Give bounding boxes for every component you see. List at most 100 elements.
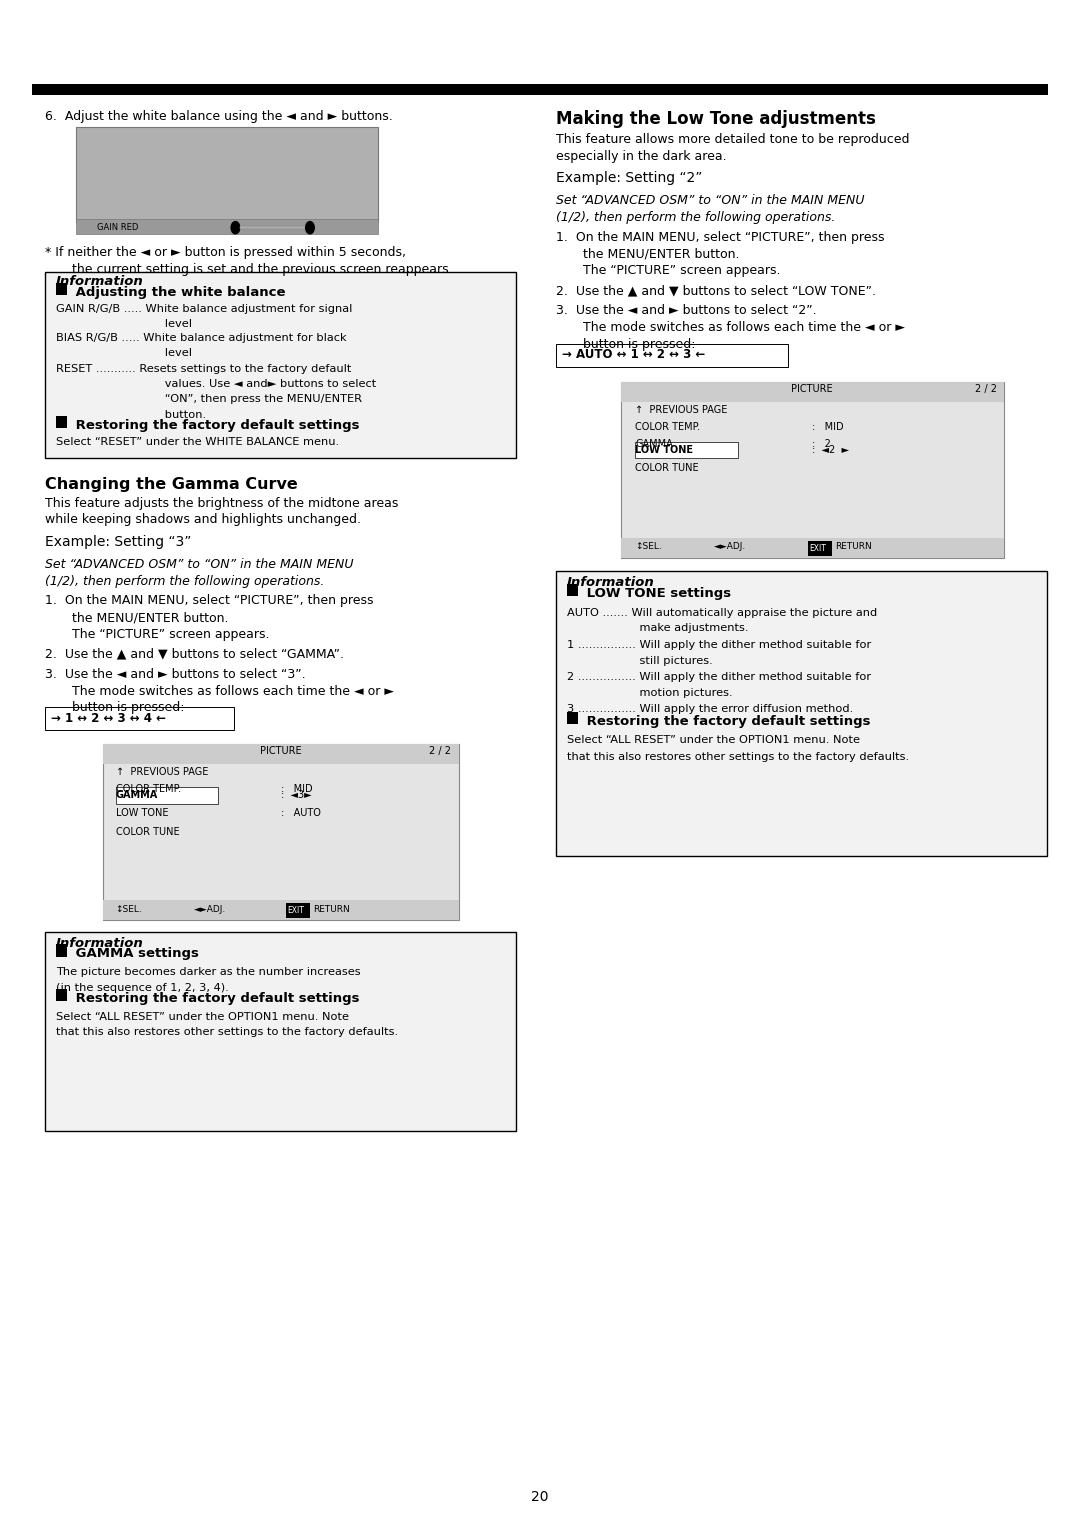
Bar xyxy=(76,219,378,234)
Text: Select “RESET” under the WHITE BALANCE menu.: Select “RESET” under the WHITE BALANCE m… xyxy=(56,437,339,448)
Text: that this also restores other settings to the factory defaults.: that this also restores other settings t… xyxy=(56,1027,399,1038)
Bar xyxy=(635,442,738,458)
Circle shape xyxy=(231,222,240,234)
Text: values. Use ◄ and► buttons to select: values. Use ◄ and► buttons to select xyxy=(56,379,377,390)
FancyBboxPatch shape xyxy=(556,571,1047,856)
Text: 1 ................ Will apply the dither method suitable for: 1 ................ Will apply the dither… xyxy=(567,640,872,651)
Text: The “PICTURE” screen appears.: The “PICTURE” screen appears. xyxy=(72,628,270,642)
FancyBboxPatch shape xyxy=(103,744,459,920)
Bar xyxy=(621,538,1004,558)
Text: GAMMA: GAMMA xyxy=(635,439,673,449)
Text: ↕SEL.: ↕SEL. xyxy=(116,905,143,914)
Text: still pictures.: still pictures. xyxy=(567,656,713,666)
Text: This feature adjusts the brightness of the midtone areas: This feature adjusts the brightness of t… xyxy=(45,497,399,510)
Bar xyxy=(56,944,67,957)
Text: :   2: : 2 xyxy=(812,439,831,449)
Text: level: level xyxy=(56,319,192,330)
Text: (1/2), then perform the following operations.: (1/2), then perform the following operat… xyxy=(45,575,325,588)
Text: 3 ................ Will apply the error diffusion method.: 3 ................ Will apply the error … xyxy=(567,704,853,715)
Text: The mode switches as follows each time the ◄ or ►: The mode switches as follows each time t… xyxy=(583,321,905,335)
Circle shape xyxy=(306,222,314,234)
FancyBboxPatch shape xyxy=(45,272,516,458)
Text: Information: Information xyxy=(56,275,144,289)
Text: that this also restores other settings to the factory defaults.: that this also restores other settings t… xyxy=(567,752,909,762)
Text: PICTURE: PICTURE xyxy=(260,746,301,756)
Text: Making the Low Tone adjustments: Making the Low Tone adjustments xyxy=(556,110,876,128)
Text: RETURN: RETURN xyxy=(313,905,350,914)
Text: → 1 ↔ 2 ↔ 3 ↔ 4 ←: → 1 ↔ 2 ↔ 3 ↔ 4 ← xyxy=(51,712,165,726)
FancyBboxPatch shape xyxy=(621,382,1004,558)
Text: Information: Information xyxy=(56,937,144,950)
Text: Adjusting the white balance: Adjusting the white balance xyxy=(71,286,286,299)
Text: Restoring the factory default settings: Restoring the factory default settings xyxy=(71,419,360,432)
Text: COLOR TEMP.: COLOR TEMP. xyxy=(116,784,180,795)
Text: 1.  On the MAIN MENU, select “PICTURE”, then press: 1. On the MAIN MENU, select “PICTURE”, t… xyxy=(556,231,885,244)
Text: Select “ALL RESET” under the OPTION1 menu. Note: Select “ALL RESET” under the OPTION1 men… xyxy=(567,735,860,746)
Text: LOW TONE: LOW TONE xyxy=(635,445,693,455)
Text: GAMMA: GAMMA xyxy=(116,790,158,801)
Text: Set “ADVANCED OSM” to “ON” in the MAIN MENU: Set “ADVANCED OSM” to “ON” in the MAIN M… xyxy=(556,194,865,208)
Text: make adjustments.: make adjustments. xyxy=(567,623,748,634)
Bar xyxy=(56,283,67,295)
Text: (1/2), then perform the following operations.: (1/2), then perform the following operat… xyxy=(556,211,836,225)
Bar xyxy=(116,787,218,804)
Text: → AUTO ↔ 1 ↔ 2 ↔ 3 ←: → AUTO ↔ 1 ↔ 2 ↔ 3 ← xyxy=(562,348,705,362)
Text: :   MID: : MID xyxy=(812,422,843,432)
Text: This feature allows more detailed tone to be reproduced: This feature allows more detailed tone t… xyxy=(556,133,909,147)
Text: :   MID: : MID xyxy=(281,784,312,795)
Text: button.: button. xyxy=(56,410,206,420)
Text: * If neither the ◄ or ► button is pressed within 5 seconds,: * If neither the ◄ or ► button is presse… xyxy=(45,246,406,260)
Text: 2.  Use the ▲ and ▼ buttons to select “LOW TONE”.: 2. Use the ▲ and ▼ buttons to select “LO… xyxy=(556,284,876,298)
Text: ↕SEL.: ↕SEL. xyxy=(635,542,662,552)
Text: button is pressed:: button is pressed: xyxy=(583,338,696,351)
Text: :  ◄3►: : ◄3► xyxy=(281,790,311,801)
Text: ◄►ADJ.: ◄►ADJ. xyxy=(714,542,746,552)
Text: Information: Information xyxy=(567,576,654,590)
Text: 2 / 2: 2 / 2 xyxy=(430,746,451,756)
Bar xyxy=(103,744,459,764)
Bar xyxy=(808,541,832,556)
Text: motion pictures.: motion pictures. xyxy=(567,688,732,698)
Text: 2 ................ Will apply the dither method suitable for: 2 ................ Will apply the dither… xyxy=(567,672,872,683)
Text: (in the sequence of 1, 2, 3, 4).: (in the sequence of 1, 2, 3, 4). xyxy=(56,983,229,993)
Bar xyxy=(567,712,578,724)
Text: :   AUTO: : AUTO xyxy=(281,808,321,819)
Text: GAMMA settings: GAMMA settings xyxy=(71,947,199,961)
Text: GAIN R/G/B ..... White balance adjustment for signal: GAIN R/G/B ..... White balance adjustmen… xyxy=(56,304,352,315)
Text: Example: Setting “2”: Example: Setting “2” xyxy=(556,171,703,185)
Text: 20: 20 xyxy=(531,1490,549,1504)
Text: RESET ........... Resets settings to the factory default: RESET ........... Resets settings to the… xyxy=(56,364,351,374)
Text: LOW TONE: LOW TONE xyxy=(116,808,168,819)
Text: COLOR TEMP.: COLOR TEMP. xyxy=(635,422,700,432)
Text: GAIN RED: GAIN RED xyxy=(97,223,138,232)
Text: EXIT: EXIT xyxy=(287,906,305,915)
Text: 3.  Use the ◄ and ► buttons to select “2”.: 3. Use the ◄ and ► buttons to select “2”… xyxy=(556,304,816,318)
Text: the MENU/ENTER button.: the MENU/ENTER button. xyxy=(72,611,229,625)
Text: BIAS R/G/B ..... White balance adjustment for black: BIAS R/G/B ..... White balance adjustmen… xyxy=(56,333,347,344)
Text: The mode switches as follows each time the ◄ or ►: The mode switches as follows each time t… xyxy=(72,685,394,698)
Text: Restoring the factory default settings: Restoring the factory default settings xyxy=(71,992,360,1005)
Bar xyxy=(240,226,310,229)
Text: 2 / 2: 2 / 2 xyxy=(975,384,997,394)
Text: EXIT: EXIT xyxy=(809,544,826,553)
Text: level: level xyxy=(56,348,192,359)
FancyBboxPatch shape xyxy=(556,344,788,367)
Text: ↑  PREVIOUS PAGE: ↑ PREVIOUS PAGE xyxy=(635,405,728,416)
Text: The “PICTURE” screen appears.: The “PICTURE” screen appears. xyxy=(583,264,781,278)
Bar xyxy=(56,416,67,428)
Text: Select “ALL RESET” under the OPTION1 menu. Note: Select “ALL RESET” under the OPTION1 men… xyxy=(56,1012,349,1022)
Text: 2.  Use the ▲ and ▼ buttons to select “GAMMA”.: 2. Use the ▲ and ▼ buttons to select “GA… xyxy=(45,648,345,662)
FancyBboxPatch shape xyxy=(45,707,234,730)
Text: ◄►ADJ.: ◄►ADJ. xyxy=(194,905,227,914)
Bar xyxy=(567,584,578,596)
Bar xyxy=(103,900,459,920)
Text: RETURN: RETURN xyxy=(835,542,872,552)
FancyBboxPatch shape xyxy=(45,932,516,1131)
Bar xyxy=(76,127,378,222)
Bar xyxy=(621,382,1004,402)
Text: the current setting is set and the previous screen reappears.: the current setting is set and the previ… xyxy=(72,263,453,277)
Text: button is pressed:: button is pressed: xyxy=(72,701,185,715)
Text: COLOR TUNE: COLOR TUNE xyxy=(635,463,699,474)
Text: The picture becomes darker as the number increases: The picture becomes darker as the number… xyxy=(56,967,361,978)
Bar xyxy=(286,903,310,918)
